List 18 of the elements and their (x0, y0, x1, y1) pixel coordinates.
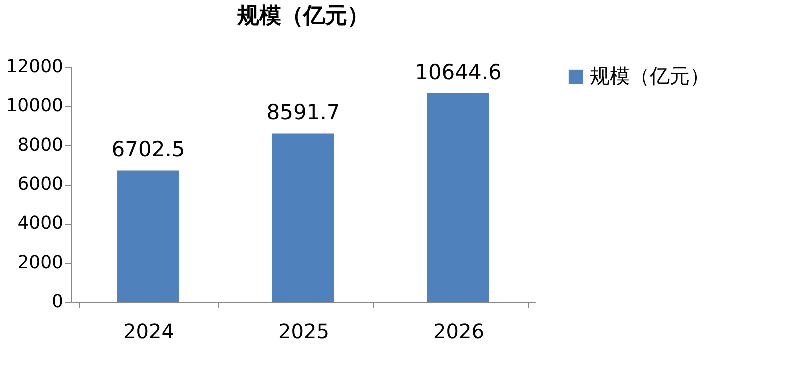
data-label: 8591.7 (266, 100, 340, 125)
data-label: 10644.6 (415, 60, 502, 85)
y-tick-label: 6000 (18, 174, 64, 195)
legend-label: 规模（亿元） (590, 64, 710, 88)
x-tick-label: 2024 (124, 320, 174, 344)
bar (118, 170, 180, 302)
y-tick-label: 0 (52, 292, 64, 312)
bar (272, 134, 334, 302)
y-tick-label: 4000 (18, 213, 64, 234)
data-label: 6702.5 (112, 138, 186, 162)
x-tick-label: 2026 (434, 320, 484, 344)
y-tick-label: 8000 (18, 134, 64, 156)
y-tick-label: 12000 (6, 56, 64, 78)
bar (428, 94, 490, 302)
y-tick-label: 10000 (6, 96, 64, 117)
x-tick-label: 2025 (278, 320, 330, 344)
chart-title: 规模（亿元） (236, 4, 370, 29)
y-tick-label: 2000 (18, 252, 64, 274)
